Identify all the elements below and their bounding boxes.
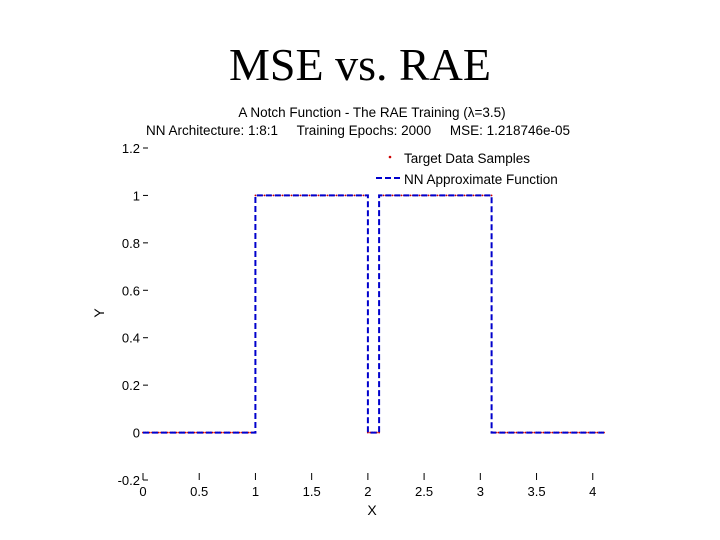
target-sample-point: [409, 194, 412, 197]
target-sample-point: [378, 431, 381, 434]
target-sample-point: [533, 431, 536, 434]
target-sample-point: [220, 431, 223, 434]
legend: Target Data Samples NN Approximate Functi…: [376, 151, 558, 187]
target-sample-point: [391, 194, 394, 197]
chart-title: A Notch Function - The RAE Training (λ=3…: [238, 105, 505, 120]
target-sample-point: [427, 194, 430, 197]
target-sample-point: [490, 194, 493, 197]
x-axis-label: X: [367, 502, 377, 518]
target-sample-point: [560, 431, 563, 434]
target-sample-point: [175, 431, 178, 434]
target-sample-point: [362, 194, 365, 197]
x-tick-label: 3: [477, 484, 484, 499]
target-sample-point: [238, 431, 241, 434]
target-sample-point: [578, 431, 581, 434]
target-sample-point: [254, 194, 257, 197]
target-sample-point: [308, 194, 311, 197]
target-sample-point: [202, 431, 205, 434]
target-sample-point: [299, 194, 302, 197]
target-sample-point: [353, 194, 356, 197]
target-sample-point: [272, 194, 275, 197]
target-sample-point: [229, 431, 232, 434]
x-tick-label: 0.5: [190, 484, 208, 499]
target-sample-point: [157, 431, 160, 434]
target-sample-point: [317, 194, 320, 197]
target-sample-point: [382, 194, 385, 197]
y-axis-label: Y: [91, 308, 107, 318]
target-sample-point: [445, 194, 448, 197]
target-sample-point: [463, 194, 466, 197]
x-tick-label: 1.5: [303, 484, 321, 499]
target-sample-point: [524, 431, 527, 434]
target-sample-point: [472, 194, 475, 197]
target-sample-point: [569, 431, 572, 434]
target-sample-point: [542, 431, 545, 434]
x-tick-label: 2: [364, 484, 371, 499]
y-tick-label: 1: [133, 188, 140, 203]
x-tick-label: 2.5: [415, 484, 433, 499]
target-sample-point: [326, 194, 329, 197]
chart-subtitle: NN Architecture: 1:8:1 Training Epochs: …: [146, 123, 570, 138]
x-tick-label: 0: [139, 484, 146, 499]
target-sample-point: [551, 431, 554, 434]
target-sample-point: [596, 431, 599, 434]
target-sample-point: [400, 194, 403, 197]
x-tick-label: 4: [589, 484, 596, 499]
x-tick-label: 3.5: [527, 484, 545, 499]
target-sample-point: [290, 194, 293, 197]
target-sample-point: [436, 194, 439, 197]
target-sample-point: [211, 431, 214, 434]
y-tick-label: 0: [133, 426, 140, 441]
legend-marker-target: [388, 155, 392, 159]
y-tick-label: 0.8: [122, 236, 140, 251]
target-sample-point: [506, 431, 509, 434]
target-sample-point: [369, 431, 372, 434]
target-sample-point: [193, 431, 196, 434]
target-sample-point: [263, 194, 266, 197]
y-tick-label: 0.4: [122, 331, 140, 346]
target-sample-point: [166, 431, 169, 434]
series-line-nn-approximate: [143, 194, 604, 434]
plot-area: [142, 194, 605, 434]
axes: 0 0.5 1 1.5 2 2.5 3 3.5 4-0.200.20.40.60.811.2: [118, 141, 597, 499]
target-sample-point: [281, 194, 284, 197]
x-tick-label: 1: [252, 484, 259, 499]
target-sample-point: [184, 431, 187, 434]
target-sample-point: [454, 194, 457, 197]
target-sample-point: [587, 431, 590, 434]
y-tick-label: 0.2: [122, 378, 140, 393]
legend-label-target: Target Data Samples: [404, 151, 530, 166]
target-sample-point: [515, 431, 518, 434]
y-tick-label: -0.2: [118, 473, 140, 488]
slide-title: MSE vs. RAE: [229, 39, 491, 90]
target-sample-point: [481, 194, 484, 197]
target-sample-point: [418, 194, 421, 197]
target-sample-point: [335, 194, 338, 197]
target-sample-point: [497, 431, 500, 434]
target-sample-point: [344, 194, 347, 197]
target-sample-point: [247, 431, 250, 434]
y-tick-label: 0.6: [122, 283, 140, 298]
legend-label-nn: NN Approximate Function: [404, 172, 558, 187]
target-sample-point: [148, 431, 151, 434]
y-tick-label: 1.2: [122, 141, 140, 156]
